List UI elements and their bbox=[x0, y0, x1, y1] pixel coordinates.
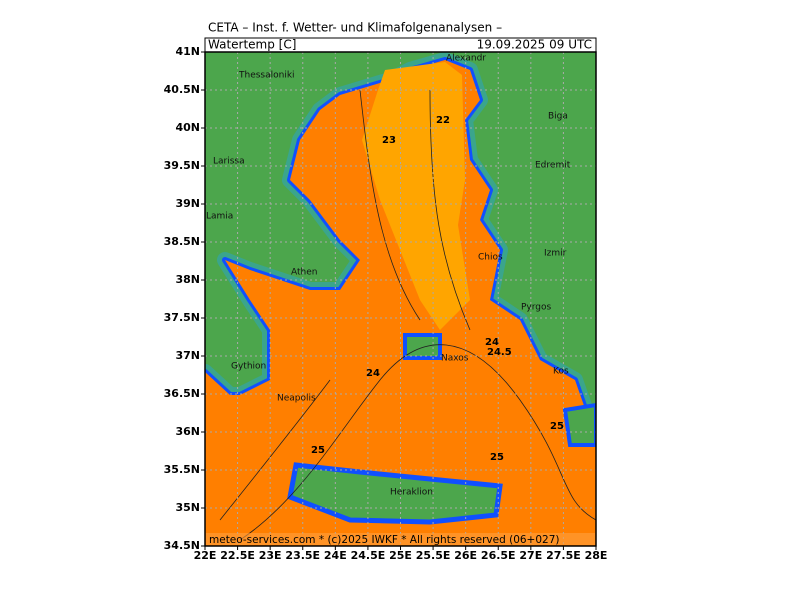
place-label: Athen bbox=[291, 268, 317, 278]
title: CETA – Inst. f. Wetter- und Klimafolgena… bbox=[208, 21, 502, 35]
place-label: Gythion bbox=[231, 362, 266, 372]
lon-tick-label: 23.5E bbox=[285, 549, 320, 562]
lon-tick-label: 24.5E bbox=[351, 549, 386, 562]
place-label: Lamia bbox=[206, 212, 233, 222]
place-label: Naxos bbox=[441, 354, 469, 364]
place-label: Heraklion bbox=[390, 488, 433, 498]
place-label: Izmir bbox=[544, 249, 567, 259]
lon-tick-label: 24E bbox=[324, 549, 347, 562]
lat-tick-label: 38.5N bbox=[164, 235, 200, 248]
place-label: Thessaloniki bbox=[238, 71, 295, 81]
lon-tick-label: 27.5E bbox=[546, 549, 581, 562]
lat-tick-label: 40N bbox=[175, 121, 200, 134]
contour-label: 24 bbox=[366, 368, 380, 379]
lat-tick-label: 37.5N bbox=[164, 311, 200, 324]
place-label: Biga bbox=[548, 112, 568, 122]
lat-tick-label: 36N bbox=[175, 425, 200, 438]
lat-tick-label: 39N bbox=[175, 197, 200, 210]
lon-tick-label: 22.5E bbox=[220, 549, 255, 562]
lon-tick-label: 25E bbox=[389, 549, 412, 562]
lat-tick-label: 38N bbox=[175, 273, 200, 286]
lon-tick-label: 22E bbox=[194, 549, 217, 562]
lat-tick-label: 37N bbox=[175, 349, 200, 362]
place-label: Alexandr bbox=[446, 54, 486, 64]
lon-tick-label: 28E bbox=[585, 549, 608, 562]
footer: meteo-services.com * (c)2025 IWKF * All … bbox=[209, 534, 560, 546]
contour-label: 25 bbox=[490, 452, 504, 463]
lon-tick-label: 27E bbox=[519, 549, 542, 562]
contour-label: 23 bbox=[382, 135, 396, 146]
lat-tick-label: 35N bbox=[175, 501, 200, 514]
lon-tick-label: 26.5E bbox=[481, 549, 516, 562]
lon-tick-label: 25.5E bbox=[416, 549, 451, 562]
contour-label: 24.5 bbox=[487, 347, 512, 358]
lat-tick-label: 41N bbox=[175, 45, 200, 58]
contour-label: 25 bbox=[311, 445, 325, 456]
lat-tick-label: 34.5N bbox=[164, 539, 200, 552]
lat-tick-label: 35.5N bbox=[164, 463, 200, 476]
contour-label: 24 bbox=[485, 337, 499, 348]
place-label: Neapolis bbox=[277, 394, 316, 404]
lat-tick-label: 40.5N bbox=[164, 83, 200, 96]
place-label: Edremit bbox=[535, 161, 571, 171]
contour-label: 22 bbox=[436, 115, 450, 126]
lon-tick-label: 26E bbox=[454, 549, 477, 562]
contour-label: 25 bbox=[550, 421, 564, 432]
valid-time: 19.09.2025 09 UTC bbox=[477, 38, 592, 52]
place-label: Kos bbox=[553, 367, 569, 377]
parameter: Watertemp [C] bbox=[208, 38, 296, 52]
lon-tick-label: 23E bbox=[259, 549, 282, 562]
place-label: Chios bbox=[478, 253, 503, 263]
lat-tick-label: 39.5N bbox=[164, 159, 200, 172]
place-label: Pyrgos bbox=[521, 303, 552, 313]
footer-bg bbox=[206, 533, 595, 545]
lat-tick-label: 36.5N bbox=[164, 387, 200, 400]
place-label: Larissa bbox=[213, 157, 245, 167]
map-area bbox=[205, 52, 596, 546]
